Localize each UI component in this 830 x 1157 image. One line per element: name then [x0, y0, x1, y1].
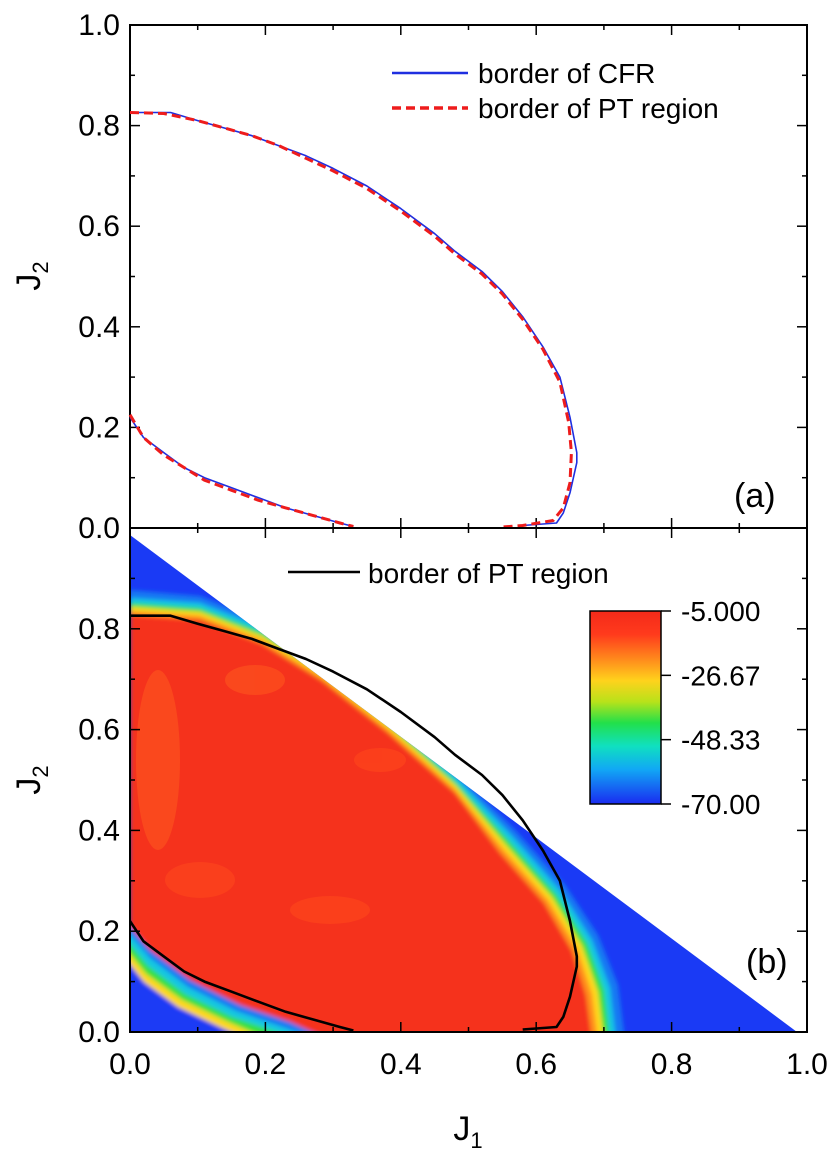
panel-a: 0.0 0.2 0.4 0.6 0.8 1.0 J2 border of CFR bord… [10, 9, 808, 545]
heatmap-region-red [130, 615, 592, 1032]
x-tick-label: 0.2 [245, 1048, 287, 1081]
panel-b-legend: border of PT region [288, 558, 609, 589]
colorbar-ticks: -5.000 -26.67 -48.33 -70.00 [661, 596, 760, 820]
xlabel-subscript: 1 [470, 1128, 482, 1153]
panel-label-b: (b) [746, 943, 788, 981]
y-tick-label: 0.8 [78, 110, 120, 143]
legend-label-pt: border of PT region [478, 93, 719, 124]
y-tick-label: 0.2 [78, 411, 120, 444]
xlabel: J [453, 1110, 470, 1148]
panel-b-y-ticks: 0.0 0.2 0.4 0.6 0.8 [78, 527, 808, 1049]
y-tick-label: 0.4 [78, 311, 120, 344]
panel-a-y-ticks: 0.0 0.2 0.4 0.6 0.8 1.0 [78, 9, 808, 545]
panel-a-legend: border of CFR border of PT region [392, 58, 719, 124]
colorbar-gradient [589, 610, 662, 805]
x-tick-label: 0.6 [515, 1048, 557, 1081]
colorbar-tick-label: -26.67 [681, 660, 760, 691]
colorbar-tick-label: -5.000 [681, 596, 760, 627]
series-line-pt [129, 111, 573, 529]
y-tick-label: 0.0 [78, 512, 120, 545]
series-line-pt [128, 414, 354, 528]
series-line-pt [130, 920, 354, 1032]
y-tick-label: 1.0 [78, 9, 120, 42]
panel-label-a: (a) [734, 477, 776, 515]
panel-a-series [128, 111, 578, 529]
heatmap-lower-blue [130, 952, 250, 1032]
legend-label-pt-b: border of PT region [368, 558, 609, 589]
panel-b-ylabel: J [10, 778, 48, 795]
series-line-pt [130, 614, 579, 1031]
panel-a-ylabel-subscript: 2 [28, 261, 53, 273]
y-tick-label: 0.6 [78, 714, 120, 747]
panel-a-ylabel: J [10, 274, 48, 291]
colorbar-tick-label: -48.33 [681, 725, 760, 756]
series-line-cfr [129, 416, 354, 528]
x-tick-label: 0.0 [109, 1048, 151, 1081]
colorbar-tick-label: -70.00 [681, 789, 760, 820]
panel-b-series [130, 614, 579, 1032]
legend-label-cfr: border of CFR [478, 58, 655, 89]
panel-b-x-ticks: 0.0 0.2 0.4 0.6 0.8 1.0 [109, 1048, 828, 1081]
colorbar: -5.000 -26.67 -48.33 -70.00 [589, 596, 760, 820]
x-axis-title: J1 [453, 1110, 482, 1153]
series-line-cfr [130, 111, 578, 527]
panel-b: 0.00.20.40.60.8 0.0 0.2 0.4 0.6 0.8 1.0 J2 J1… [10, 527, 828, 1153]
panel-b-y-axis-title: J2 [10, 765, 53, 794]
panel-a-y-axis-title: J2 [10, 261, 53, 290]
x-tick-label: 1.0 [786, 1048, 828, 1081]
y-tick-label: 0.4 [78, 814, 120, 847]
y-tick-label: 0.6 [78, 210, 120, 243]
y-tick-label: 0.0 [78, 1016, 120, 1049]
heatmap-texture [136, 665, 406, 924]
x-tick-label: 0.8 [651, 1048, 693, 1081]
y-tick-label: 0.2 [78, 915, 120, 948]
x-tick-label: 0.4 [380, 1048, 422, 1081]
y-tick-label: 0.8 [78, 613, 120, 646]
panel-b-ylabel-subscript: 2 [28, 765, 53, 777]
